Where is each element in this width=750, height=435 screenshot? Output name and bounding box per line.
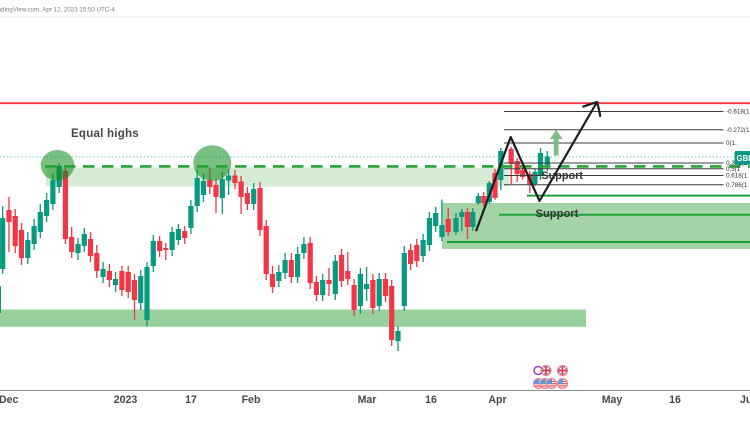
svg-text:Apr: Apr <box>488 394 506 406</box>
svg-text:Mar: Mar <box>358 394 377 406</box>
svg-text:2023: 2023 <box>114 394 138 406</box>
svg-text:16: 16 <box>425 394 437 406</box>
svg-text:Support: Support <box>542 170 584 182</box>
svg-text:0.786(1: 0.786(1 <box>726 182 748 189</box>
svg-text:-0.272(1: -0.272(1 <box>726 127 750 134</box>
svg-text:0.618(1: 0.618(1 <box>726 173 748 180</box>
svg-text:May: May <box>602 394 623 406</box>
svg-text:Feb: Feb <box>242 394 261 406</box>
svg-text:GBP: GBP <box>737 154 750 163</box>
svg-text:-0.618(1: -0.618(1 <box>726 109 750 116</box>
svg-text:Equal highs: Equal highs <box>71 127 139 140</box>
svg-text:Dec: Dec <box>0 394 19 406</box>
svg-text:16: 16 <box>669 394 681 406</box>
svg-text:Jun: Jun <box>740 394 750 406</box>
svg-text:Support: Support <box>536 208 579 220</box>
svg-text:17: 17 <box>185 394 197 406</box>
svg-text:0(1.: 0(1. <box>726 140 737 147</box>
svg-text:TradingView.com, Apr 12, 2023: TradingView.com, Apr 12, 2023 15:50 UTC-… <box>0 6 115 13</box>
